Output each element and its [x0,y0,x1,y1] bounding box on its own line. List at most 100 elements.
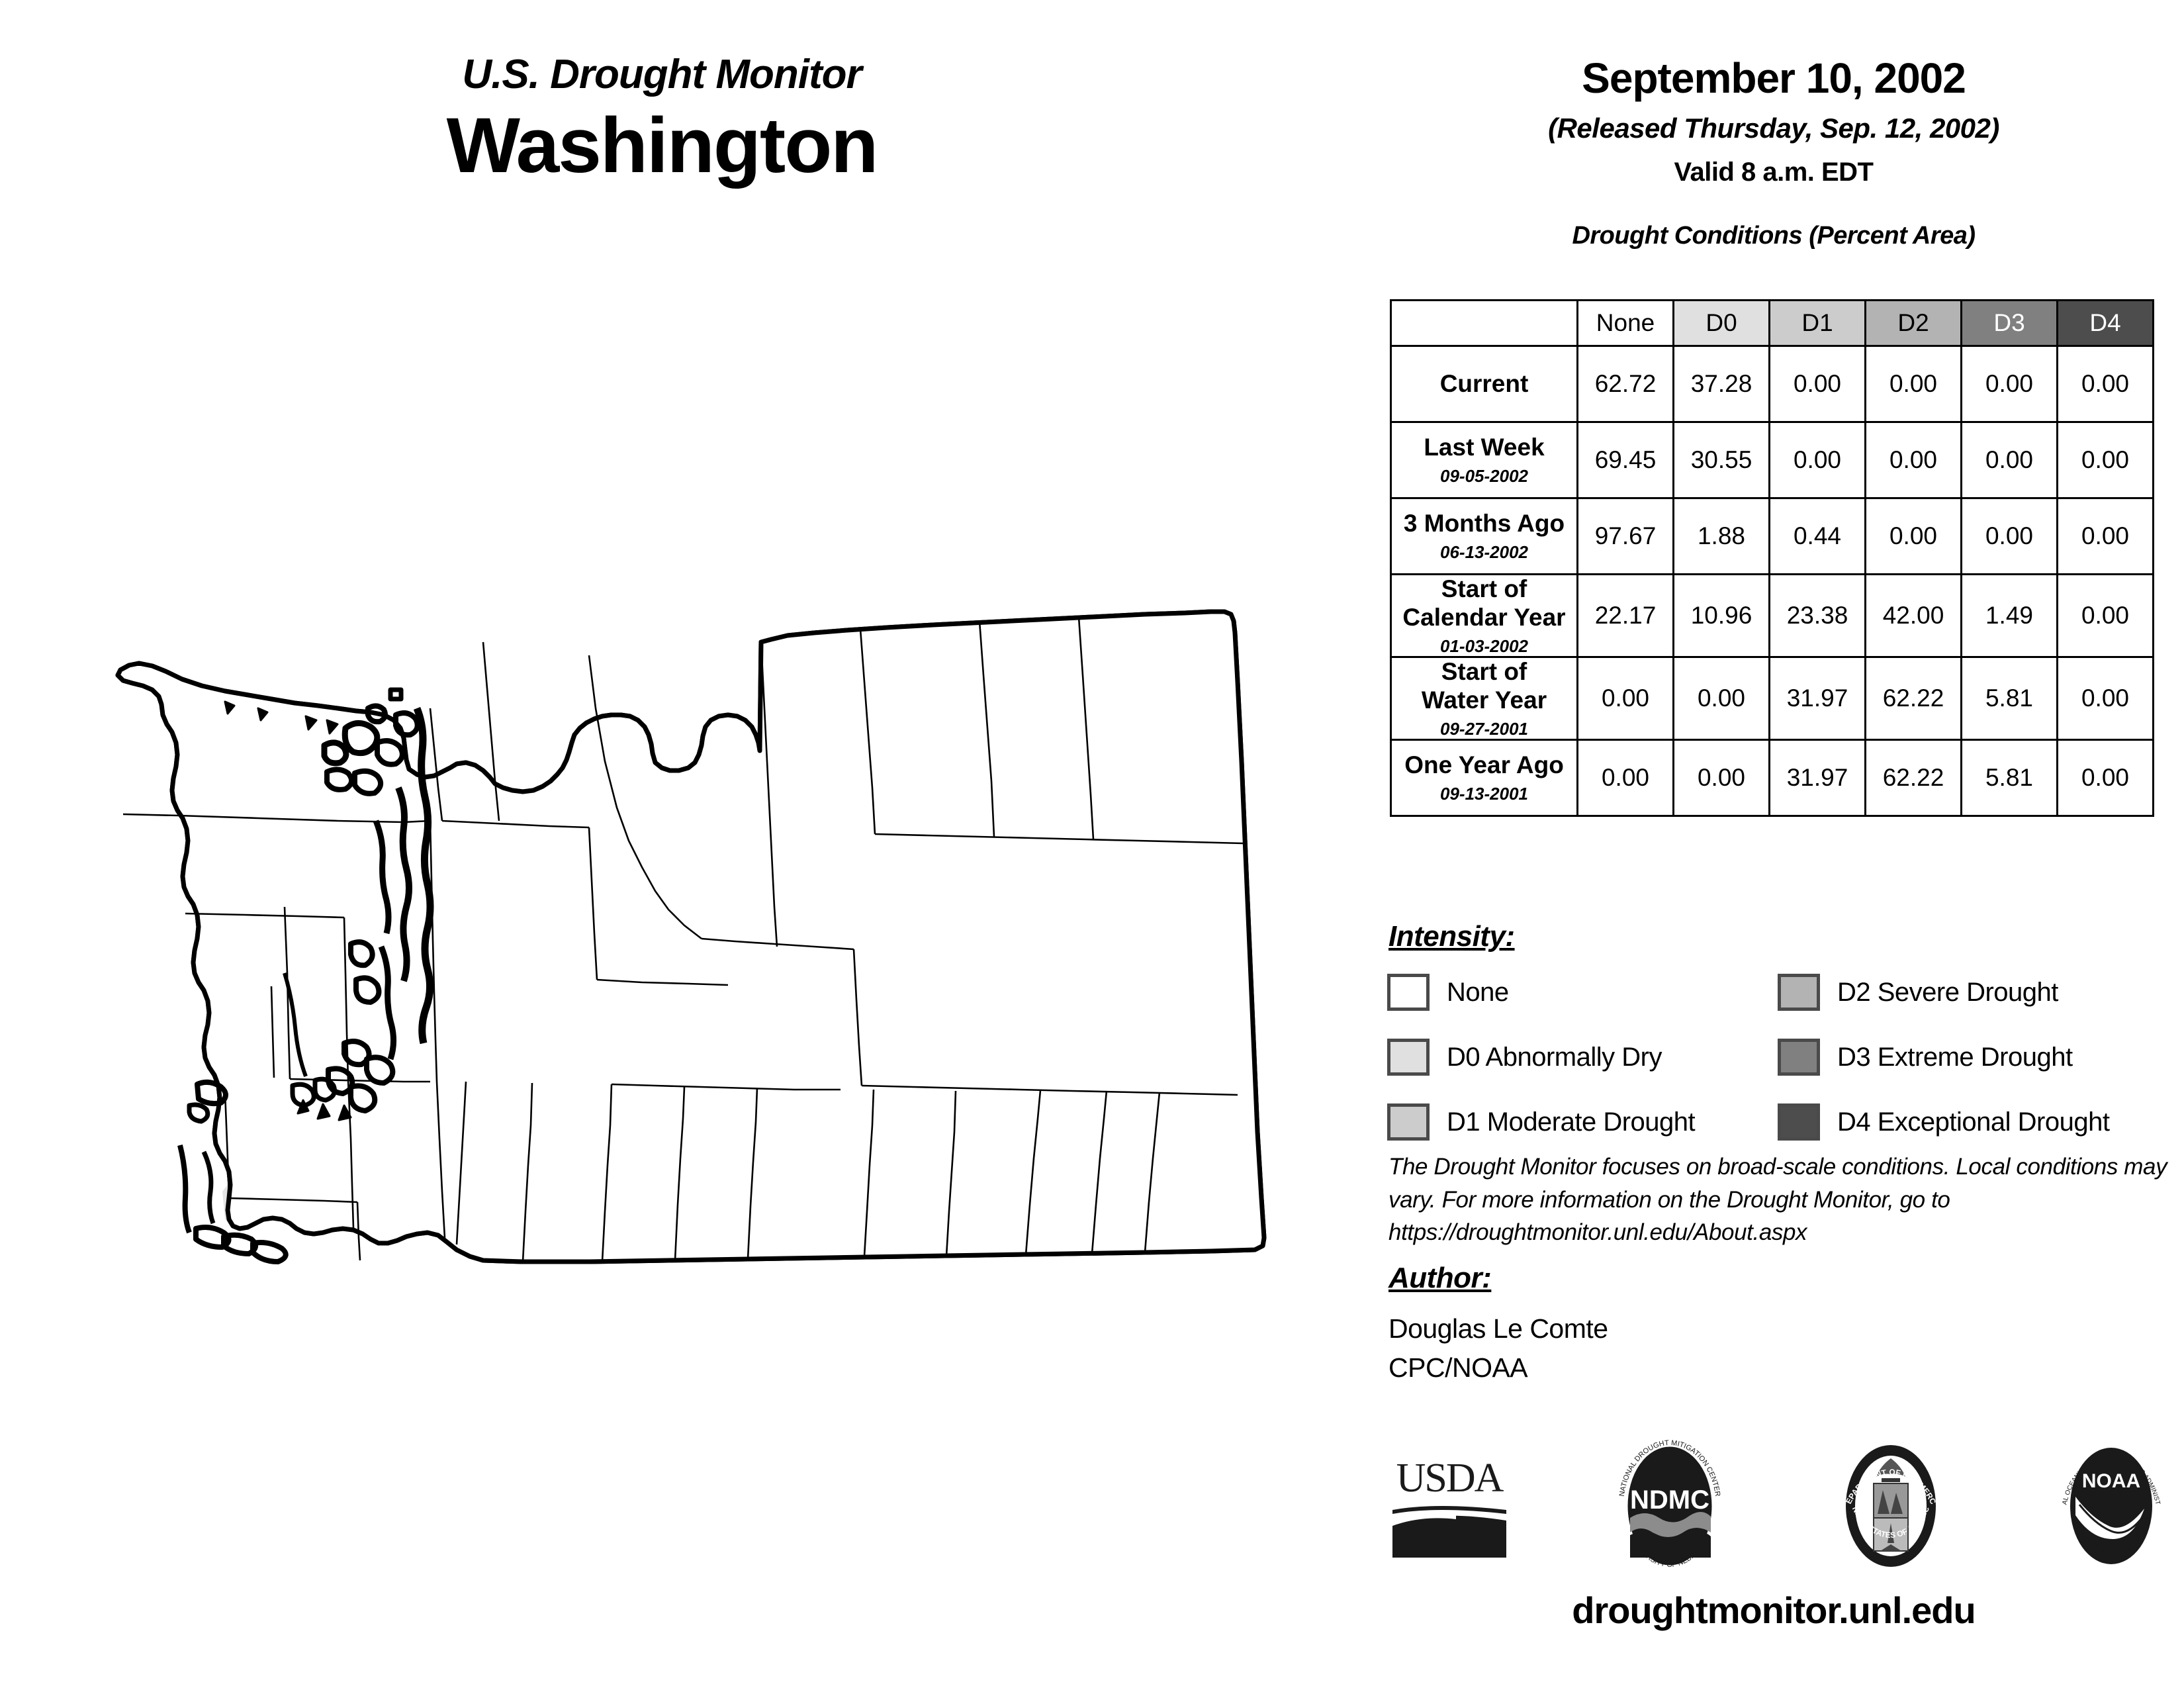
state-title: Washington [446,102,879,190]
table-header-d3: D3 [1960,299,2058,347]
svg-text:NOAA: NOAA [2082,1470,2140,1492]
state-border-restroke [118,612,1264,1262]
legend-item: D1 Moderate Drought [1387,1098,1778,1147]
table-cell: 0.00 [1768,345,1866,423]
table-row: 3 Months Ago 06-13-2002 97.67 1.88 0.44 0.00 0… [1390,497,2154,575]
table-cell: 0.00 [2056,573,2154,658]
county-boundaries [122,616,1244,1262]
legend-swatch [1387,1039,1430,1076]
svg-text:NDMC: NDMC [1630,1485,1709,1515]
table-cell: 62.22 [1864,738,1962,817]
row-date: 01-03-2002 [1440,635,1528,656]
table-cell: 0.00 [2056,655,2154,741]
table-cell: 22.17 [1576,573,1674,658]
table-cell: 5.81 [1960,655,2058,741]
legend-swatch [1778,974,1820,1011]
table-cell: 42.00 [1864,573,1962,658]
drought-monitor-title: U.S. Drought Monitor [462,52,862,97]
intensity-heading: Intensity: [1388,920,1515,953]
table-cell: 10.96 [1672,573,1770,658]
noaa-logo: NOAA NATIONAL OCEANIC AND ATMOSPHERIC AD… [2045,1440,2161,1564]
table-cell: 0.00 [1672,655,1770,741]
legend-item: None [1387,968,1778,1017]
table-cell: 37.28 [1672,345,1770,423]
right-column: September 10, 2002 (Released Thursday, S… [1363,0,2184,1688]
row-label: Current [1390,345,1578,423]
doc-seal-logo: DEPARTMENT OF COMMERCE UNITED STATES OF … [1825,1440,1938,1567]
issue-date: September 10, 2002 [1582,54,1966,102]
table-row: Last Week 09-05-2002 69.45 30.55 0.00 0.00 0.0… [1390,421,2154,499]
table-cell: 0.00 [1960,497,2058,575]
author-heading: Author: [1388,1262,1492,1294]
row-date: 09-27-2001 [1440,718,1528,739]
legend-label: D3 Extreme Drought [1837,1042,2073,1072]
washington-drought-map[interactable] [60,510,1324,1364]
table-cell: 0.44 [1768,497,1866,575]
table-row: Current 62.72 37.28 0.00 0.00 0.00 0.00 [1390,345,2154,423]
table-cell: 1.88 [1672,497,1770,575]
legend-swatch [1778,1103,1820,1141]
table-cell: 69.45 [1576,421,1674,499]
legend-label: D1 Moderate Drought [1447,1107,1696,1137]
table-caption: Drought Conditions (Percent Area) [1572,222,1976,250]
valid-time: Valid 8 a.m. EDT [1674,158,1874,187]
legend-label: D0 Abnormally Dry [1447,1042,1662,1072]
table-cell: 5.81 [1960,738,2058,817]
legend-item: D4 Exceptional Drought [1778,1098,2168,1147]
legend-item: D0 Abnormally Dry [1387,1033,1778,1082]
table-cell: 0.00 [1672,738,1770,817]
row-label: One Year Ago 09-13-2001 [1390,738,1578,817]
release-date: (Released Thursday, Sep. 12, 2002) [1548,113,1999,144]
table-cell: 0.00 [1864,497,1962,575]
row-label: Last Week 09-05-2002 [1390,421,1578,499]
table-cell: 0.00 [1960,421,2058,499]
row-label: Start of Calendar Year 01-03-2002 [1390,573,1578,658]
agency-logos: USDA NDMC NATIONAL DROUGHT MITIGATION CE… [1383,1430,2177,1582]
table-cell: 0.00 [2056,497,2154,575]
table-cell: 30.55 [1672,421,1770,499]
usda-logo: USDA [1392,1456,1506,1558]
table-header-row: None D0 D1 D2 D3 D4 [1390,299,2154,347]
table-cell: 1.49 [1960,573,2058,658]
footer-url[interactable]: droughtmonitor.unl.edu [1572,1589,1976,1631]
legend-swatch [1387,974,1430,1011]
row-label: 3 Months Ago 06-13-2002 [1390,497,1578,575]
legend-swatch [1387,1103,1430,1141]
title-block: U.S. Drought Monitor Washington [0,53,1324,187]
svg-text:USDA: USDA [1396,1456,1504,1501]
author-name: Douglas Le Comte [1388,1313,1608,1344]
date-block: September 10, 2002 (Released Thursday, S… [1363,0,2184,187]
row-label: Start of Water Year 09-27-2001 [1390,655,1578,741]
table-row: One Year Ago 09-13-2001 0.00 0.00 31.97 62.22… [1390,738,2154,817]
author-affiliation: CPC/NOAA [1388,1352,1528,1383]
table-header-d4: D4 [2056,299,2154,347]
legend-swatch [1778,1039,1820,1076]
table-cell: 0.00 [1864,421,1962,499]
intensity-legend: None D2 Severe Drought D0 Abnormally Dry D3… [1387,968,2181,1147]
table-cell: 62.72 [1576,345,1674,423]
table-corner-cell [1390,299,1578,347]
legend-label: D2 Severe Drought [1837,977,2058,1007]
legend-label: D4 Exceptional Drought [1837,1107,2110,1137]
puget-sound-detail [177,687,434,1264]
table-header-none: None [1576,299,1674,347]
table-cell: 0.00 [2056,345,2154,423]
table-row: Start of Water Year 09-27-2001 0.00 0.00 31.9… [1390,655,2154,741]
table-cell: 0.00 [1576,738,1674,817]
author-block: Douglas Le Comte CPC/NOAA [1388,1309,1608,1388]
table-header-d1: D1 [1768,299,1866,347]
row-date: 06-13-2002 [1440,542,1528,563]
legend-label: None [1447,977,1509,1007]
table-cell: 0.00 [1576,655,1674,741]
table-cell: 0.00 [2056,421,2154,499]
legend-item: D3 Extreme Drought [1778,1033,2168,1082]
table-cell: 23.38 [1768,573,1866,658]
table-cell: 62.22 [1864,655,1962,741]
row-date: 09-13-2001 [1440,784,1528,804]
drought-conditions-table: None D0 D1 D2 D3 D4 Current 62.72 37.28 0.00 0.00… [1390,299,2154,817]
row-date: 09-05-2002 [1440,466,1528,487]
legend-item: D2 Severe Drought [1778,968,2168,1017]
table-cell: 0.00 [1960,345,2058,423]
table-cell: 0.00 [1768,421,1866,499]
table-header-d2: D2 [1864,299,1962,347]
